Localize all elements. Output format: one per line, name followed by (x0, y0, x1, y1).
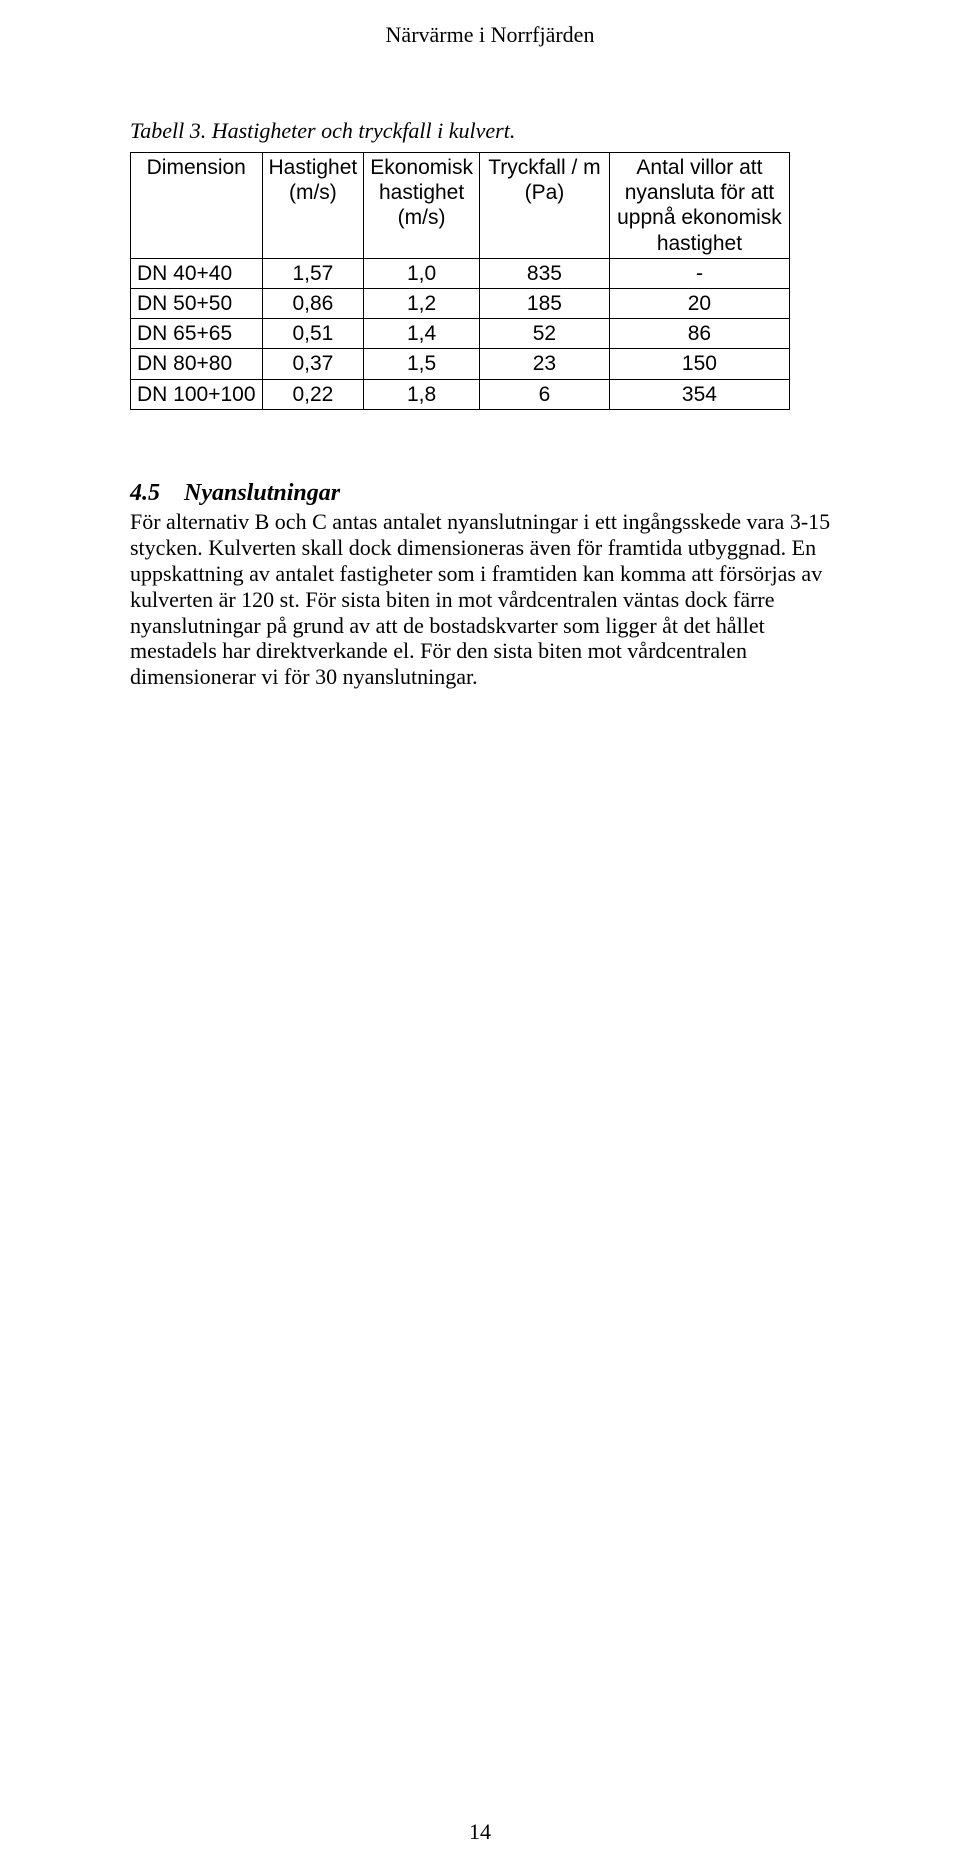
col-antal: Antal villor att nyansluta för att uppnå… (609, 153, 789, 259)
data-table: Dimension Hastighet (m/s) Ekonomisk hast… (130, 152, 790, 410)
cell-dim: DN 50+50 (131, 288, 263, 318)
table-row: DN 80+80 0,37 1,5 23 150 (131, 349, 790, 379)
cell-ekon: 1,5 (364, 349, 480, 379)
table-row: DN 40+40 1,57 1,0 835 - (131, 258, 790, 288)
cell-ekon: 1,8 (364, 379, 480, 409)
page-number: 14 (0, 1819, 960, 1845)
cell-tryck: 52 (479, 319, 609, 349)
section-body: För alternativ B och C antas antalet nya… (130, 509, 850, 691)
cell-ekon: 1,2 (364, 288, 480, 318)
cell-dim: DN 65+65 (131, 319, 263, 349)
col-tryckfall: Tryckfall / m (Pa) (479, 153, 609, 259)
col-hastighet: Hastighet (m/s) (262, 153, 364, 259)
cell-antal: 150 (609, 349, 789, 379)
col-ekonomisk: Ekonomisk hastighet (m/s) (364, 153, 480, 259)
section-heading: 4.5 Nyanslutningar (130, 480, 850, 507)
table-row: DN 50+50 0,86 1,2 185 20 (131, 288, 790, 318)
cell-antal: - (609, 258, 789, 288)
cell-tryck: 23 (479, 349, 609, 379)
cell-hast: 0,37 (262, 349, 364, 379)
cell-tryck: 835 (479, 258, 609, 288)
cell-antal: 20 (609, 288, 789, 318)
cell-hast: 0,51 (262, 319, 364, 349)
cell-hast: 0,86 (262, 288, 364, 318)
cell-dim: DN 100+100 (131, 379, 263, 409)
page: Närvärme i Norrfjärden Tabell 3. Hastigh… (0, 0, 960, 1875)
cell-tryck: 185 (479, 288, 609, 318)
table-caption: Tabell 3. Hastigheter och tryckfall i ku… (130, 118, 850, 144)
section-title: Nyanslutningar (184, 480, 340, 506)
table-row: DN 100+100 0,22 1,8 6 354 (131, 379, 790, 409)
cell-ekon: 1,4 (364, 319, 480, 349)
table-body: DN 40+40 1,57 1,0 835 - DN 50+50 0,86 1,… (131, 258, 790, 409)
cell-dim: DN 80+80 (131, 349, 263, 379)
page-header: Närvärme i Norrfjärden (130, 20, 850, 48)
cell-hast: 1,57 (262, 258, 364, 288)
cell-ekon: 1,0 (364, 258, 480, 288)
table-row: DN 65+65 0,51 1,4 52 86 (131, 319, 790, 349)
section-number: 4.5 (130, 480, 160, 507)
cell-hast: 0,22 (262, 379, 364, 409)
col-dimension: Dimension (131, 153, 263, 259)
cell-antal: 354 (609, 379, 789, 409)
table-header-row: Dimension Hastighet (m/s) Ekonomisk hast… (131, 153, 790, 259)
cell-antal: 86 (609, 319, 789, 349)
cell-tryck: 6 (479, 379, 609, 409)
cell-dim: DN 40+40 (131, 258, 263, 288)
